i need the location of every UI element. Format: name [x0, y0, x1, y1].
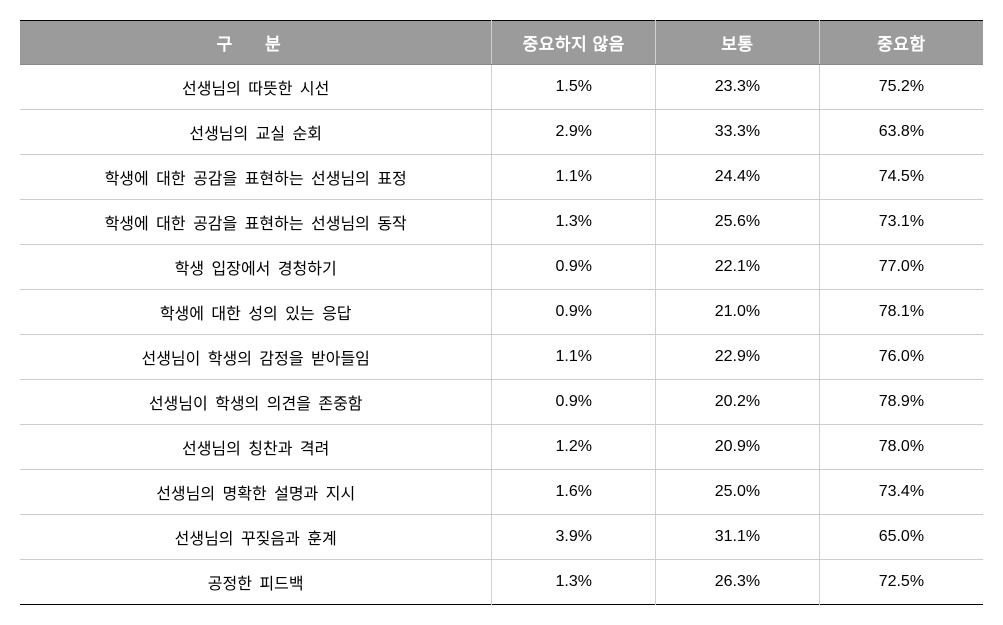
cell-normal: 22.1% — [656, 245, 820, 290]
cell-normal: 25.0% — [656, 470, 820, 515]
cell-important: 63.8% — [819, 110, 983, 155]
cell-normal: 23.3% — [656, 65, 820, 110]
cell-category: 선생님의 명확한 설명과 지시 — [20, 470, 492, 515]
table-row: 학생에 대한 성의 있는 응답 0.9% 21.0% 78.1% — [20, 290, 983, 335]
cell-important: 65.0% — [819, 515, 983, 560]
table-row: 학생 입장에서 경청하기 0.9% 22.1% 77.0% — [20, 245, 983, 290]
cell-normal: 20.2% — [656, 380, 820, 425]
cell-category: 선생님의 칭찬과 격려 — [20, 425, 492, 470]
cell-important: 72.5% — [819, 560, 983, 605]
cell-normal: 26.3% — [656, 560, 820, 605]
survey-table: 구 분 중요하지 않음 보통 중요함 선생님의 따뜻한 시선 1.5% 23.3… — [20, 20, 983, 605]
table-row: 학생에 대한 공감을 표현하는 선생님의 표정 1.1% 24.4% 74.5% — [20, 155, 983, 200]
cell-not-important: 1.1% — [492, 335, 656, 380]
cell-important: 77.0% — [819, 245, 983, 290]
cell-normal: 31.1% — [656, 515, 820, 560]
table-row: 학생에 대한 공감을 표현하는 선생님의 동작 1.3% 25.6% 73.1% — [20, 200, 983, 245]
column-header-normal: 보통 — [656, 21, 820, 65]
cell-normal: 24.4% — [656, 155, 820, 200]
table-row: 공정한 피드백 1.3% 26.3% 72.5% — [20, 560, 983, 605]
table-row: 선생님이 학생의 의견을 존중함 0.9% 20.2% 78.9% — [20, 380, 983, 425]
table-header: 구 분 중요하지 않음 보통 중요함 — [20, 21, 983, 65]
cell-category: 학생에 대한 공감을 표현하는 선생님의 동작 — [20, 200, 492, 245]
column-header-not-important: 중요하지 않음 — [492, 21, 656, 65]
table-body: 선생님의 따뜻한 시선 1.5% 23.3% 75.2% 선생님의 교실 순회 … — [20, 65, 983, 605]
cell-not-important: 3.9% — [492, 515, 656, 560]
cell-important: 75.2% — [819, 65, 983, 110]
column-header-important: 중요함 — [819, 21, 983, 65]
cell-category: 선생님이 학생의 감정을 받아들임 — [20, 335, 492, 380]
cell-not-important: 1.1% — [492, 155, 656, 200]
survey-table-container: 구 분 중요하지 않음 보통 중요함 선생님의 따뜻한 시선 1.5% 23.3… — [20, 20, 983, 605]
cell-normal: 21.0% — [656, 290, 820, 335]
table-row: 선생님의 꾸짖음과 훈계 3.9% 31.1% 65.0% — [20, 515, 983, 560]
cell-not-important: 2.9% — [492, 110, 656, 155]
cell-category: 선생님이 학생의 의견을 존중함 — [20, 380, 492, 425]
table-header-row: 구 분 중요하지 않음 보통 중요함 — [20, 21, 983, 65]
cell-not-important: 1.6% — [492, 470, 656, 515]
cell-normal: 20.9% — [656, 425, 820, 470]
cell-important: 78.1% — [819, 290, 983, 335]
cell-not-important: 1.2% — [492, 425, 656, 470]
cell-category: 공정한 피드백 — [20, 560, 492, 605]
table-row: 선생님의 칭찬과 격려 1.2% 20.9% 78.0% — [20, 425, 983, 470]
cell-category: 학생에 대한 성의 있는 응답 — [20, 290, 492, 335]
cell-normal: 33.3% — [656, 110, 820, 155]
table-row: 선생님의 명확한 설명과 지시 1.6% 25.0% 73.4% — [20, 470, 983, 515]
table-row: 선생님이 학생의 감정을 받아들임 1.1% 22.9% 76.0% — [20, 335, 983, 380]
cell-important: 73.1% — [819, 200, 983, 245]
cell-important: 76.0% — [819, 335, 983, 380]
cell-important: 73.4% — [819, 470, 983, 515]
cell-not-important: 1.3% — [492, 560, 656, 605]
cell-category: 선생님의 꾸짖음과 훈계 — [20, 515, 492, 560]
table-row: 선생님의 교실 순회 2.9% 33.3% 63.8% — [20, 110, 983, 155]
cell-normal: 25.6% — [656, 200, 820, 245]
cell-not-important: 0.9% — [492, 245, 656, 290]
table-row: 선생님의 따뜻한 시선 1.5% 23.3% 75.2% — [20, 65, 983, 110]
cell-important: 78.0% — [819, 425, 983, 470]
cell-not-important: 1.5% — [492, 65, 656, 110]
column-header-category: 구 분 — [20, 21, 492, 65]
cell-important: 74.5% — [819, 155, 983, 200]
cell-not-important: 1.3% — [492, 200, 656, 245]
cell-not-important: 0.9% — [492, 290, 656, 335]
cell-not-important: 0.9% — [492, 380, 656, 425]
cell-category: 선생님의 교실 순회 — [20, 110, 492, 155]
cell-category: 선생님의 따뜻한 시선 — [20, 65, 492, 110]
cell-category: 학생에 대한 공감을 표현하는 선생님의 표정 — [20, 155, 492, 200]
cell-important: 78.9% — [819, 380, 983, 425]
cell-normal: 22.9% — [656, 335, 820, 380]
cell-category: 학생 입장에서 경청하기 — [20, 245, 492, 290]
